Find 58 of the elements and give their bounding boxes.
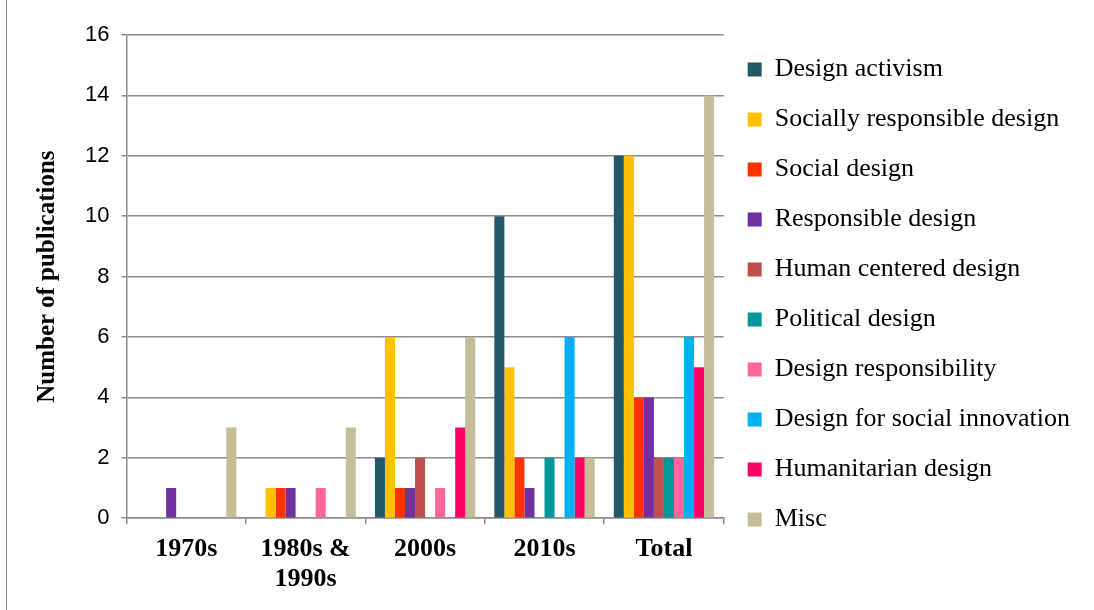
y-tick-label: 12 — [84, 141, 110, 167]
y-tick-label: 14 — [84, 81, 110, 107]
legend-label: Human centered design — [774, 253, 1021, 283]
bar — [514, 457, 525, 518]
bar — [613, 155, 624, 518]
legend-label: Political design — [774, 303, 936, 333]
bar — [265, 488, 276, 518]
legend-label: Socially responsible design — [774, 103, 1060, 133]
bar — [694, 367, 705, 518]
bar — [494, 216, 505, 518]
legend-label: Misc — [774, 503, 827, 533]
bar — [384, 337, 395, 518]
bar — [643, 397, 654, 518]
y-tick-label: 10 — [84, 202, 110, 228]
x-tick-label: 1970s — [155, 532, 218, 562]
bar — [623, 155, 634, 518]
bar — [574, 457, 585, 518]
bar — [275, 488, 286, 518]
y-axis-title: Number of publications — [32, 150, 60, 403]
bar — [633, 397, 644, 518]
bar — [663, 457, 674, 518]
y-tick-label: 2 — [97, 443, 110, 469]
bar — [704, 95, 715, 518]
legend-label: Social design — [774, 153, 915, 183]
bar — [345, 427, 356, 518]
bar — [653, 457, 664, 518]
bar — [435, 488, 446, 518]
bar — [394, 488, 405, 518]
bar — [285, 488, 296, 518]
y-tick-label: 16 — [84, 21, 110, 47]
bar — [405, 488, 416, 518]
legend-label: Humanitarian design — [774, 453, 993, 483]
bar — [524, 488, 535, 518]
bar — [455, 427, 466, 518]
legend-label: Responsible design — [774, 203, 977, 233]
x-tick-label: 2000s — [394, 532, 457, 562]
bar — [166, 488, 177, 518]
bar — [226, 427, 237, 518]
bar — [673, 457, 685, 518]
bar — [504, 367, 515, 518]
bar — [684, 337, 695, 518]
legend-label: Design for social innovation — [774, 403, 1071, 433]
y-tick-label: 6 — [97, 323, 110, 349]
y-tick-label: 8 — [97, 262, 110, 288]
bar — [584, 457, 595, 518]
bar — [564, 337, 575, 518]
legend-label: Design activism — [774, 53, 943, 83]
bar — [465, 337, 476, 518]
bar — [415, 457, 426, 518]
legend-label: Design responsibility — [774, 353, 997, 383]
y-tick-label: 4 — [97, 383, 110, 409]
x-tick-label: 2010s — [513, 532, 576, 562]
bar — [315, 488, 326, 518]
bar — [374, 457, 385, 518]
bar — [544, 457, 555, 518]
y-tick-label: 0 — [97, 504, 110, 530]
x-tick-label: Total — [635, 532, 693, 562]
x-tick-label: 1980s & 1990s — [260, 532, 351, 592]
